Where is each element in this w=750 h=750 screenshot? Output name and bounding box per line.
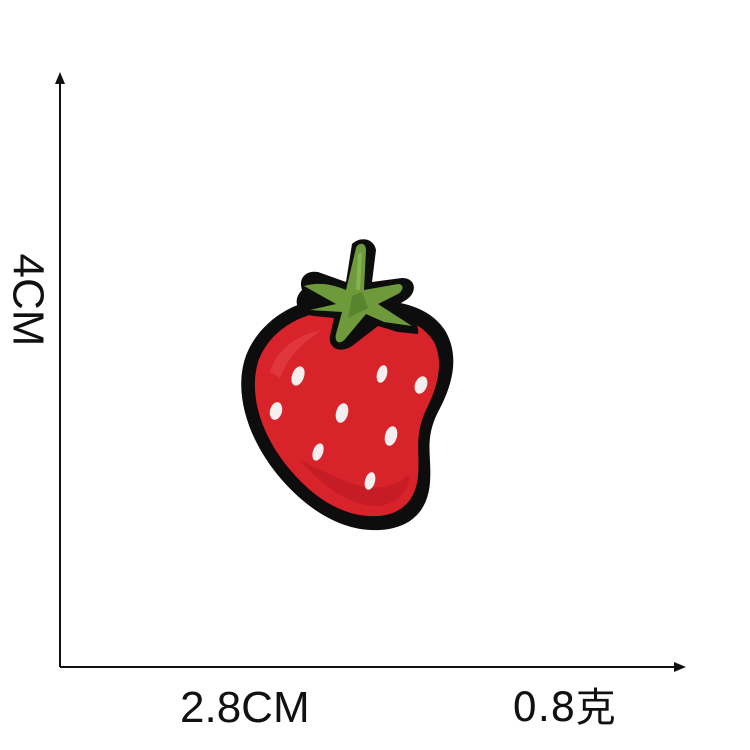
vertical-axis-arrow — [55, 72, 65, 84]
calyx-leaves — [304, 243, 412, 343]
stem-highlight — [356, 252, 362, 290]
width-dimension-label: 2.8CM — [180, 683, 310, 732]
seed — [364, 472, 376, 490]
height-dimension-label: 4CM — [2, 240, 52, 360]
seed — [312, 443, 324, 461]
seed — [269, 402, 283, 420]
weight-label: 0.8克 — [512, 685, 616, 731]
seed — [376, 365, 388, 383]
seed — [414, 376, 428, 394]
body-highlight — [270, 330, 322, 378]
horizontal-axis-arrow — [674, 662, 686, 672]
calyx-shade — [348, 292, 368, 318]
seed — [291, 366, 305, 386]
seed — [335, 403, 349, 423]
height-value: 4CM — [3, 253, 52, 347]
body-shade — [300, 460, 410, 506]
strawberry-seeds — [269, 365, 428, 490]
seed — [384, 426, 398, 446]
